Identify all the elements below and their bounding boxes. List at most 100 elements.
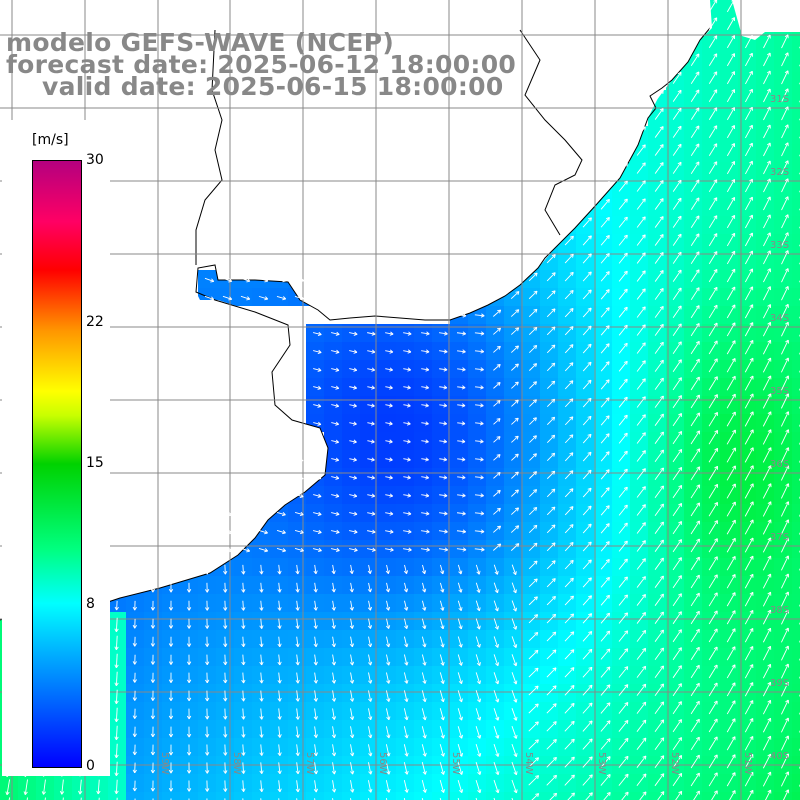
- wind-speed-cell: [198, 792, 216, 800]
- title-valid-date: valid date: 2025-06-15 18:00:00: [42, 72, 504, 101]
- wind-arrow: [708, 107, 718, 121]
- wind-arrow: [564, 235, 574, 246]
- wind-arrow: [708, 53, 718, 67]
- wind-speed-cell: [792, 144, 800, 162]
- wind-arrow: [745, 52, 753, 67]
- wind-arrow: [510, 272, 520, 282]
- wind-arrow: [781, 88, 789, 103]
- wind-arrows: [5, 0, 800, 800]
- wind-arrow: [690, 71, 700, 84]
- wind-arrow: [294, 296, 305, 301]
- wind-arrow: [511, 345, 519, 353]
- wind-arrow: [672, 89, 682, 102]
- wind-speed-cell: [414, 792, 432, 800]
- wind-speed-cell: [792, 270, 800, 288]
- wind-arrow: [708, 125, 718, 139]
- wind-speed-cell: [792, 36, 800, 54]
- wind-arrow: [564, 344, 574, 354]
- wind-arrow: [564, 271, 574, 282]
- wind-speed-cell: [792, 306, 800, 324]
- wind-speed-cell: [234, 792, 252, 800]
- wind-speed-cell: [792, 450, 800, 468]
- wind-arrow: [744, 214, 753, 229]
- wind-arrow: [690, 179, 700, 192]
- wind-speed-cell: [792, 414, 800, 432]
- wind-arrow: [528, 254, 538, 264]
- wind-arrow: [654, 162, 664, 174]
- wind-arrow: [457, 349, 466, 354]
- wind-arrow: [781, 214, 789, 229]
- wind-arrow: [781, 16, 789, 31]
- wind-speed-cell: [792, 468, 800, 486]
- wind-arrow: [744, 268, 754, 283]
- wind-arrow: [636, 126, 646, 138]
- colorbar-label: 15: [86, 455, 104, 471]
- wind-arrow: [618, 324, 628, 336]
- wind-speed-cell: [756, 792, 774, 800]
- wind-arrow: [672, 233, 682, 246]
- wind-arrow: [726, 232, 736, 247]
- wind-arrow: [726, 214, 736, 229]
- lon-label: 54W: [523, 752, 534, 775]
- wind-arrow: [600, 198, 610, 210]
- wind-arrow: [528, 272, 538, 282]
- wind-arrow: [745, 34, 753, 49]
- wind-speed-cell: [270, 792, 288, 800]
- wind-arrow: [745, 124, 753, 139]
- wind-arrow: [763, 160, 771, 175]
- wind-speed-cell: [450, 792, 468, 800]
- wind-speed-cell: [792, 54, 800, 72]
- wind-arrow: [492, 291, 502, 299]
- wind-arrow: [600, 217, 610, 228]
- wind-arrow: [636, 252, 646, 264]
- border-line-north: [195, 29, 223, 265]
- wind-arrow: [745, 88, 753, 103]
- wind-arrow: [745, 106, 753, 121]
- wind-arrow: [600, 343, 610, 354]
- wind-arrow: [528, 308, 538, 318]
- wind-speed-cell: [54, 792, 72, 800]
- wind-arrow: [744, 250, 754, 265]
- wind-arrow: [708, 251, 718, 265]
- lat-label: 39S: [770, 678, 789, 689]
- wind-arrow: [528, 326, 538, 336]
- lat-label: 38S: [770, 605, 789, 616]
- wind-arrow: [672, 305, 682, 318]
- wind-arrow: [781, 268, 789, 283]
- wind-arrow: [763, 250, 771, 265]
- wind-arrow: [618, 162, 628, 174]
- wind-arrow: [708, 233, 718, 247]
- wind-arrow: [672, 215, 682, 228]
- wind-speed-cell: [504, 792, 522, 800]
- wind-arrow: [510, 309, 520, 317]
- wind-arrow: [781, 52, 789, 67]
- wind-arrow: [690, 215, 700, 228]
- lat-label: 37S: [770, 532, 789, 543]
- wind-arrow: [439, 331, 448, 336]
- wind-arrow: [312, 331, 322, 336]
- wind-arrow: [582, 271, 592, 282]
- wind-arrow: [708, 215, 718, 229]
- wind-arrow: [618, 342, 628, 354]
- wind-arrow: [564, 326, 574, 336]
- wind-arrow: [690, 107, 700, 120]
- colorbar-label: 8: [86, 596, 95, 613]
- wind-arrow: [385, 349, 394, 354]
- wind-arrow: [781, 178, 789, 193]
- colorbar-label: 22: [86, 313, 104, 330]
- wind-speed-cell: [792, 504, 800, 522]
- wind-speed-cell: [792, 594, 800, 612]
- wind-arrow: [781, 106, 789, 121]
- wind-speed-cell: [792, 288, 800, 306]
- lat-label: 32S: [770, 167, 789, 178]
- lat-label: 35S: [770, 386, 789, 397]
- wind-arrow: [636, 162, 646, 174]
- wind-speed-cell: [792, 666, 800, 684]
- lon-label: 59W: [159, 752, 170, 775]
- wind-arrow: [762, 321, 772, 337]
- wind-arrow: [672, 179, 682, 192]
- wind-arrow: [492, 309, 502, 317]
- wind-speed-cell: [792, 540, 800, 558]
- colorbar-unit: [m/s]: [32, 132, 69, 148]
- wind-arrow: [456, 331, 466, 336]
